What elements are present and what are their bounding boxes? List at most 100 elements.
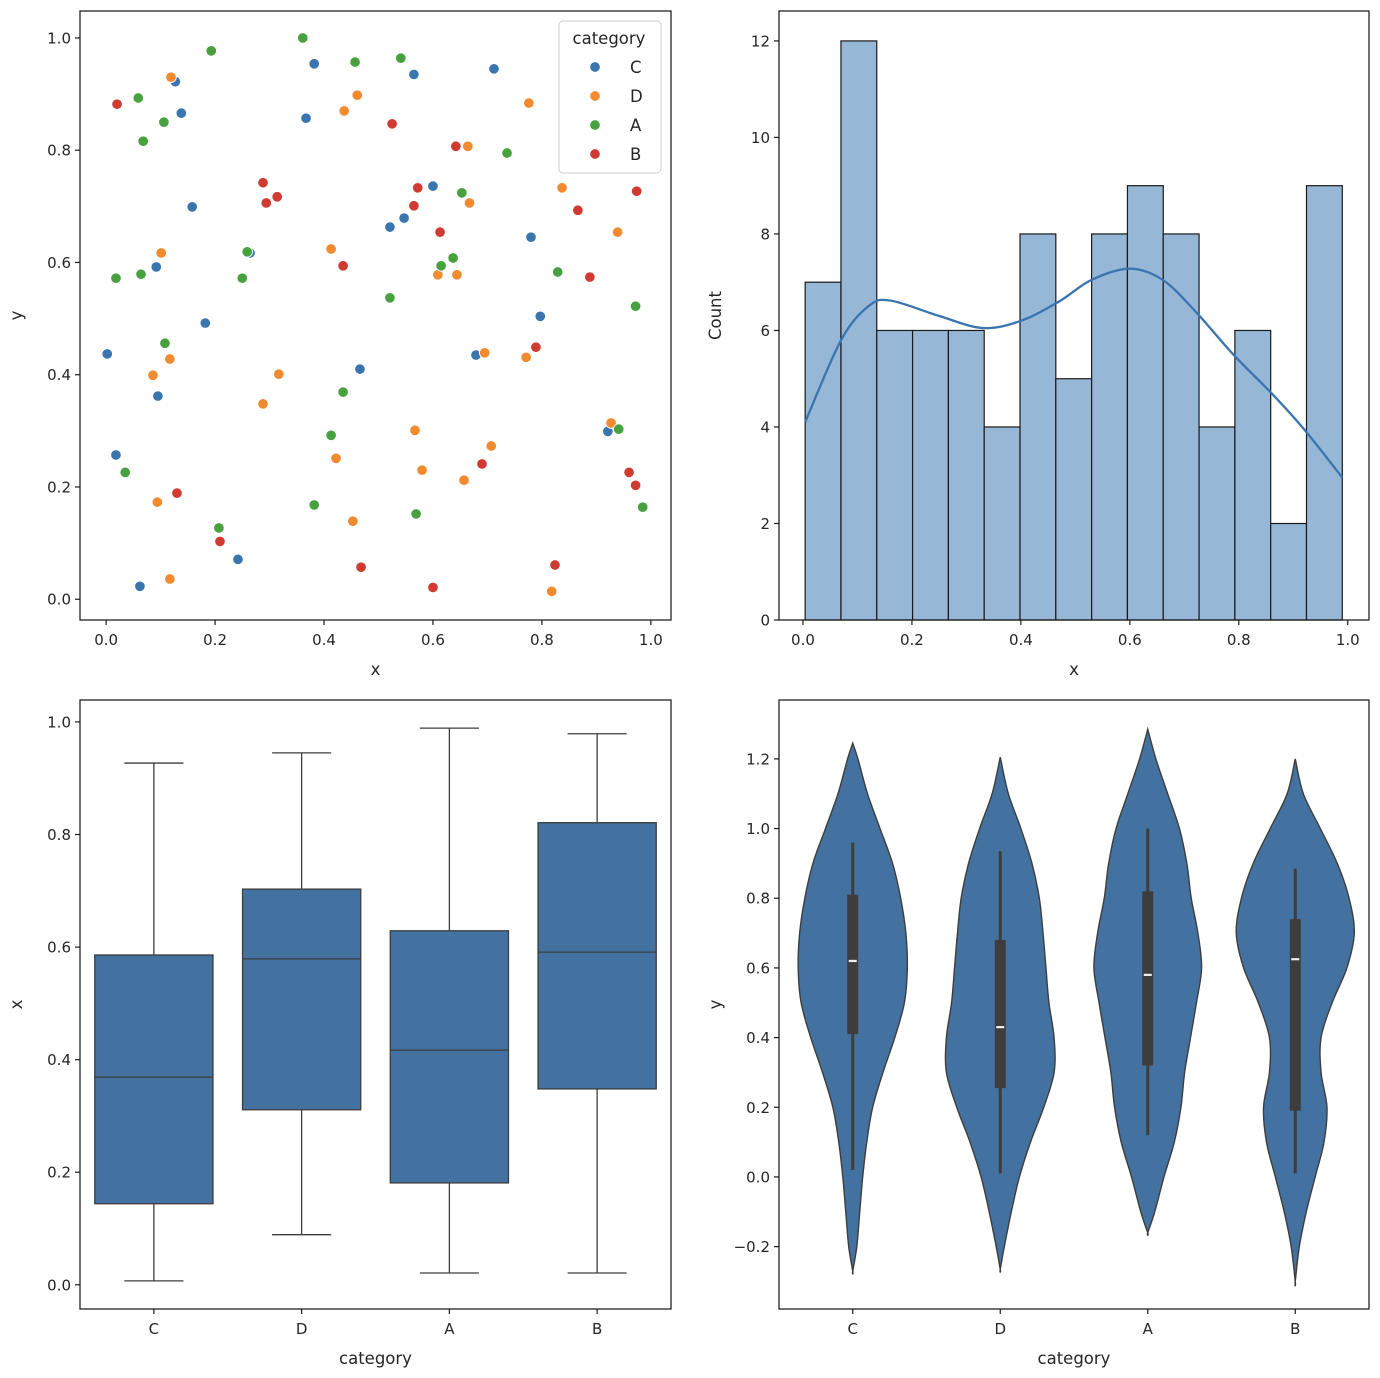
scatter-point-B (629, 479, 642, 492)
scatter-point-D (330, 452, 342, 465)
scatter-point-B (408, 200, 420, 212)
x-tick-label: 0.6 (1118, 631, 1142, 649)
axes-frame (778, 10, 1370, 621)
kde-line (804, 267, 1344, 479)
y-tick-label: 0.0 (746, 1168, 770, 1186)
scatter-point-A (337, 386, 349, 398)
scatter-point-B (630, 185, 643, 197)
y-tick-label: 0.8 (47, 142, 71, 160)
scatter-point-A (410, 508, 422, 520)
x-tick-label: 0.4 (312, 631, 336, 649)
histogram-panel: 0 2 4 6 8 10 12 Count 0.0 0.2 0.4 0.6 0.8 1.0 x (706, 10, 1370, 679)
scatter-point-A (135, 268, 147, 280)
histogram-bar (911, 329, 949, 621)
scatter-point-B (260, 197, 273, 209)
scatter-point-B (111, 98, 123, 110)
scatter-point-D (164, 573, 176, 585)
scatter-point-C (534, 310, 547, 323)
scatter-point-A (447, 252, 459, 264)
scatter-point-C (488, 63, 500, 75)
x-tick-label: A (1143, 1320, 1154, 1338)
box-body (537, 822, 657, 1090)
box-body (389, 930, 510, 1184)
scatter-point-A (205, 45, 218, 57)
y-tick-label: 0.2 (746, 1099, 770, 1117)
x-tick-label: 0.2 (900, 631, 924, 649)
histogram-bar (1019, 233, 1057, 621)
y-tick-label: 0.4 (746, 1029, 770, 1047)
scatter-point-D (458, 474, 470, 486)
histogram-bar (983, 426, 1021, 621)
axes-frame (79, 699, 672, 1310)
histogram-bar (804, 281, 842, 621)
x-tick-label: B (1290, 1320, 1300, 1338)
scatter-point-B (450, 140, 462, 153)
scatter-point-D (462, 140, 474, 153)
scatter-point-A (137, 135, 149, 147)
legend-box (558, 20, 662, 174)
y-tick-label: 0.6 (47, 939, 71, 957)
x-tick-label: 1.0 (1336, 631, 1360, 649)
x-tick-label: 0.8 (1227, 631, 1251, 649)
scatter-point-D (147, 369, 159, 382)
y-tick-label: 0.2 (47, 1164, 71, 1182)
axes-frame (79, 10, 672, 621)
scatter-point-A (501, 147, 513, 159)
scatter-point-D (545, 585, 558, 598)
violin-A (1093, 726, 1203, 1237)
scatter-point-C (101, 348, 113, 360)
scatter-point-D (347, 515, 359, 527)
scatter-point-B (214, 535, 226, 548)
scatter-point-B (427, 581, 439, 594)
x-tick-label: 0.8 (530, 631, 554, 649)
legend-marker-D (589, 90, 601, 102)
x-tick-label: A (444, 1320, 455, 1338)
y-tick-label: 10 (751, 129, 770, 147)
scatter-point-C (152, 390, 164, 402)
scatter-point-D (478, 347, 491, 359)
scatter-point-B (271, 191, 283, 203)
scatter-point-A (456, 187, 468, 199)
histogram-bar (1162, 233, 1200, 621)
legend-label: A (630, 116, 642, 135)
scatter-point-A (325, 429, 337, 442)
scatter-point-A (612, 423, 625, 435)
scatter-point-C (110, 449, 122, 461)
scatter-point-B (584, 271, 596, 283)
histogram-bar (1091, 233, 1129, 621)
scatter-point-C (525, 231, 537, 243)
violin-iqr-box (1289, 919, 1301, 1111)
legend-title: category (573, 29, 646, 48)
x-axis-label: category (1038, 1349, 1111, 1368)
scatter-point-D (409, 424, 421, 437)
scatter-point-A (119, 466, 131, 479)
scatter-panel: 0.0 0.2 0.4 0.6 0.8 1.0 y 0.0 0.2 0.4 0.6 0.8 1.0 x ca… (7, 10, 672, 679)
box-D (241, 752, 362, 1236)
x-tick-label: C (848, 1320, 858, 1338)
scatter-point-B (355, 561, 367, 573)
scatter-point-D (351, 89, 364, 101)
scatter-point-A (297, 32, 309, 44)
box-B (537, 733, 657, 1274)
y-axis-label: x (7, 999, 26, 1009)
scatter-point-D (605, 417, 617, 429)
scatter-point-B (171, 487, 183, 499)
scatter-point-A (349, 56, 361, 68)
histogram-bar (1198, 426, 1236, 621)
histogram-bars (804, 40, 1343, 621)
scatter-point-C (199, 317, 212, 329)
legend-marker-C (589, 61, 601, 73)
violin-iqr-box (1142, 891, 1154, 1066)
scatter-point-A (158, 116, 170, 128)
scatter-point-D (463, 197, 476, 209)
series-C (101, 58, 614, 593)
scatter-point-C (186, 201, 198, 213)
y-tick-label: 0.0 (47, 1276, 71, 1294)
axes-frame (778, 699, 1370, 1310)
scatter-point-D (257, 398, 269, 410)
scatter-point-D (165, 71, 177, 83)
scatter-point-D (164, 353, 176, 365)
y-tick-label: 1.0 (47, 713, 71, 731)
